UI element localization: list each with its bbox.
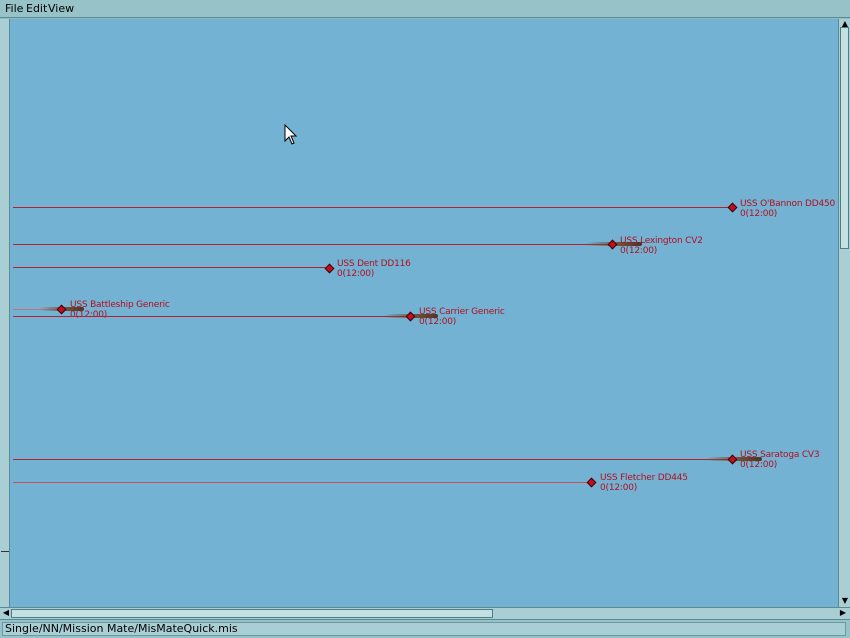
menu-file[interactable]: File <box>5 2 24 15</box>
unit-time: 0(12:00) <box>419 317 457 327</box>
unit-label: USS Lexington CV2 <box>620 236 703 246</box>
unit-label: USS Dent DD116 <box>337 259 411 269</box>
unit-time: 0(12:00) <box>337 269 375 279</box>
unit-track <box>13 244 613 245</box>
arrow-down-icon[interactable]: ▼ <box>841 596 849 605</box>
unit-track <box>13 267 329 268</box>
left-ruler <box>0 19 10 607</box>
unit-time: 0(12:00) <box>740 460 778 470</box>
vertical-scrollbar[interactable]: ▲ ▼ <box>838 19 850 607</box>
menu-bar: File Edit View <box>0 0 850 18</box>
horizontal-scrollbar[interactable]: ◀ ▶ <box>0 607 850 619</box>
unit-track <box>13 316 411 317</box>
vertical-scroll-thumb[interactable] <box>840 27 849 249</box>
unit-track <box>13 459 733 460</box>
mission-map[interactable]: USS O'Bannon DD450 0(12:00) USS Lexingto… <box>10 19 838 607</box>
unit-label: USS Fletcher DD445 <box>600 473 688 483</box>
unit-time: 0(12:00) <box>70 310 108 320</box>
ruler-tick <box>1 551 9 552</box>
status-bar: Single/NN/Mission Mate/MisMateQuick.mis <box>0 619 850 638</box>
arrow-left-icon[interactable]: ◀ <box>2 608 10 617</box>
unit-label: USS Carrier Generic <box>419 307 505 317</box>
arrow-up-icon[interactable]: ▲ <box>841 19 849 28</box>
unit-track <box>13 207 733 208</box>
unit-time: 0(12:00) <box>620 246 658 256</box>
arrow-right-icon[interactable]: ▶ <box>839 608 847 617</box>
unit-time: 0(12:00) <box>740 209 778 219</box>
unit-marker[interactable] <box>727 202 738 213</box>
horizontal-scroll-thumb[interactable] <box>11 609 493 618</box>
unit-label: USS Saratoga CV3 <box>740 450 820 460</box>
unit-marker[interactable] <box>324 263 335 274</box>
unit-label: USS Battleship Generic <box>70 300 170 310</box>
unit-track <box>13 309 63 310</box>
unit-track <box>13 482 593 483</box>
unit-marker[interactable] <box>586 477 597 488</box>
status-file-path: Single/NN/Mission Mate/MisMateQuick.mis <box>2 622 846 636</box>
unit-time: 0(12:00) <box>600 483 638 493</box>
unit-label: USS O'Bannon DD450 <box>740 199 836 209</box>
menu-edit[interactable]: Edit <box>26 2 48 15</box>
mouse-pointer-icon <box>284 124 298 145</box>
menu-view[interactable]: View <box>48 2 75 15</box>
